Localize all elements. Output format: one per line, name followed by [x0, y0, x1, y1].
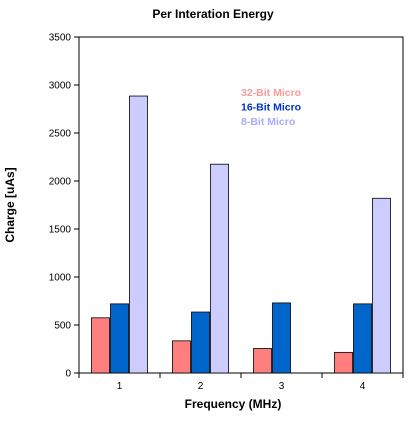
y-tick-label: 1000	[49, 273, 72, 284]
y-tick-label: 1500	[49, 225, 72, 236]
y-tick-label: 2000	[49, 177, 72, 188]
y-tick-label: 3000	[49, 81, 72, 92]
y-tick-label: 0	[65, 369, 71, 380]
legend: 32-Bit Micro 16-Bit Micro 8-Bit Micro	[241, 87, 301, 128]
x-tick-label: 3	[279, 381, 285, 392]
x-tick-label: 2	[198, 381, 204, 392]
x-tick-label: 4	[360, 381, 366, 392]
bar-32-bit-micro-3	[253, 348, 272, 374]
chart-title: Per Interation Energy	[152, 7, 274, 21]
bar-8-bit-micro-2	[210, 163, 229, 374]
y-tick-label: 3500	[49, 33, 72, 44]
bar-16-bit-micro-3	[272, 302, 291, 374]
bar-16-bit-micro-2	[191, 311, 210, 374]
legend-entry-32-bit-micro: 32-Bit Micro	[241, 87, 301, 99]
y-tick-label: 2500	[49, 129, 72, 140]
bar-32-bit-micro-2	[172, 340, 191, 374]
bar-32-bit-micro-1	[91, 317, 110, 374]
y-tick-label: 500	[54, 321, 71, 332]
legend-entry-8-bit-micro: 8-Bit Micro	[241, 116, 295, 128]
bar-32-bit-micro-4	[334, 351, 353, 374]
bar-8-bit-micro-4	[372, 197, 391, 374]
bar-8-bit-micro-1	[129, 95, 148, 374]
x-tick-label: 1	[117, 381, 123, 392]
bars-group	[91, 95, 391, 374]
y-ticks-group: 0 500 1000 1500 2000 2500 3000 3500	[49, 33, 79, 380]
x-axis-label: Frequency (MHz)	[185, 397, 282, 411]
y-axis-label: Charge [uAs]	[3, 167, 17, 242]
legend-entry-16-bit-micro: 16-Bit Micro	[241, 102, 301, 114]
bar-16-bit-micro-1	[110, 303, 129, 374]
bar-16-bit-micro-4	[353, 303, 372, 374]
x-ticks-group: 1 2 3 4	[78, 373, 404, 392]
